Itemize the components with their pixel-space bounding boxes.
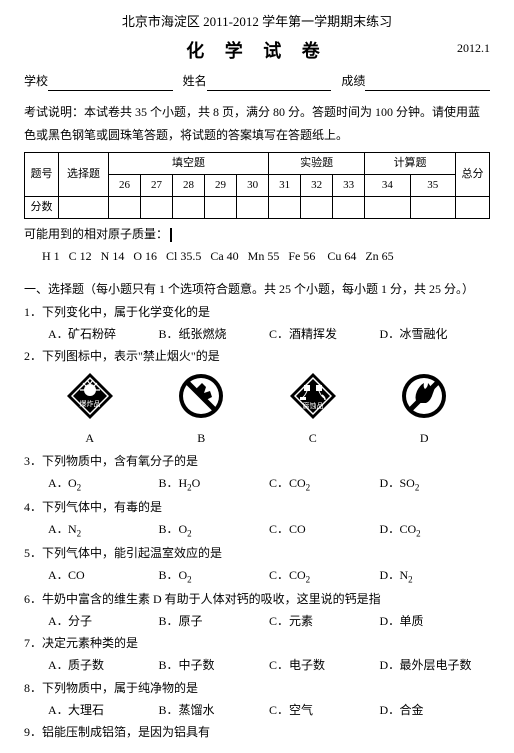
info-row: 学校 姓名 成绩 <box>24 72 490 91</box>
score-label: 成绩 <box>341 72 365 91</box>
th-fill: 填空题 <box>109 153 269 175</box>
atomic-mass-values: H 1 C 12 N 14 O 16 Cl 35.5 Ca 40 Mn 55 F… <box>24 247 490 266</box>
q2-label-a: A <box>60 429 120 448</box>
q6-d: 单质 <box>400 612 424 631</box>
q1-a: 矿石粉碎 <box>68 325 116 344</box>
q8-c: 空气 <box>289 701 313 720</box>
q3-options: A．O2 B．H2O C．CO2 D．SO2 <box>24 474 490 495</box>
q4-b: O2 <box>179 520 192 541</box>
score-table: 题号 选择题 填空题 实验题 计算题 总分 26 27 28 29 30 31 … <box>24 152 490 219</box>
q2-icon-c: 腐蚀品 <box>283 371 343 427</box>
blank-cell <box>59 197 109 219</box>
q7-c: 电子数 <box>289 656 325 675</box>
school-blank <box>48 77 173 91</box>
q2-icon-a: 爆炸品 <box>60 371 120 427</box>
svg-text:腐蚀品: 腐蚀品 <box>302 401 323 410</box>
q5-a: CO <box>68 566 85 587</box>
q8-d: 合金 <box>400 701 424 720</box>
th-exp: 实验题 <box>269 153 365 175</box>
q3-c: CO2 <box>289 474 310 495</box>
q6-b: 原子 <box>179 612 203 631</box>
q2-labels: A B C D <box>24 429 490 448</box>
q2-label-b: B <box>171 429 231 448</box>
th-total: 总分 <box>456 153 490 197</box>
q9-stem: 9．铝能压制成铝箔，是因为铝具有 <box>24 723 490 742</box>
num-29: 29 <box>205 175 237 197</box>
th-tihao: 题号 <box>25 153 59 197</box>
q1-options: A．矿石粉碎 B．纸张燃烧 C．酒精挥发 D．冰雪融化 <box>24 325 490 344</box>
q4-stem: 4．下列气体中，有毒的是 <box>24 498 490 517</box>
q4-d: CO2 <box>400 520 421 541</box>
q2-label-c: C <box>283 429 343 448</box>
q6-stem: 6．牛奶中富含的维生素 D 有助于人体对钙的吸收，这里说的钙是指 <box>24 590 490 609</box>
num-34: 34 <box>365 175 410 197</box>
q5-d: N2 <box>400 566 413 587</box>
q2-icon-d <box>394 371 454 427</box>
q3-d: SO2 <box>400 474 420 495</box>
school-label: 学校 <box>24 72 48 91</box>
score-blank <box>365 77 490 91</box>
th-select: 选择题 <box>59 153 109 197</box>
q2-icon-b <box>171 371 231 427</box>
exam-date: 2012.1 <box>457 39 490 58</box>
q7-d: 最外层电子数 <box>400 656 472 675</box>
text-cursor <box>170 228 172 242</box>
num-28: 28 <box>173 175 205 197</box>
num-30: 30 <box>237 175 269 197</box>
num-35: 35 <box>410 175 456 197</box>
q4-c: CO <box>289 520 306 541</box>
section-1-heading: 一、选择题（每小题只有 1 个选项符合题意。共 25 个小题，每小题 1 分，共… <box>24 280 490 299</box>
q5-c: CO2 <box>289 566 310 587</box>
q2-stem: 2．下列图标中，表示"禁止烟火"的是 <box>24 347 490 366</box>
q6-a: 分子 <box>68 612 92 631</box>
num-32: 32 <box>301 175 333 197</box>
atomic-mass-label: 可能用到的相对原子质量： <box>24 225 490 244</box>
header-subtitle: 北京市海淀区 2011-2012 学年第一学期期末练习 <box>24 12 490 33</box>
q5-b: O2 <box>179 566 192 587</box>
q8-stem: 8．下列物质中，属于纯净物的是 <box>24 679 490 698</box>
q7-stem: 7．决定元素种类的是 <box>24 634 490 653</box>
q7-a: 质子数 <box>68 656 104 675</box>
q1-stem: 1．下列变化中，属于化学变化的是 <box>24 303 490 322</box>
q4-a: N2 <box>68 520 81 541</box>
header-title: 化 学 试 卷 2012.1 <box>24 37 490 66</box>
instructions: 考试说明：本试卷共 35 个小题，共 8 页，满分 80 分。答题时间为 100… <box>24 101 490 147</box>
q5-stem: 5．下列气体中，能引起温室效应的是 <box>24 544 490 563</box>
q3-a: O2 <box>68 474 81 495</box>
q2-label-d: D <box>394 429 454 448</box>
q6-c: 元素 <box>289 612 313 631</box>
num-26: 26 <box>109 175 141 197</box>
num-27: 27 <box>141 175 173 197</box>
q3-stem: 3．下列物质中，含有氧分子的是 <box>24 452 490 471</box>
q5-options: A．CO B．O2 C．CO2 D．N2 <box>24 566 490 587</box>
num-31: 31 <box>269 175 301 197</box>
title-text: 化 学 试 卷 <box>186 41 328 61</box>
q1-b: 纸张燃烧 <box>179 325 227 344</box>
q7-options: A．质子数 B．中子数 C．电子数 D．最外层电子数 <box>24 656 490 675</box>
svg-text:爆炸品: 爆炸品 <box>79 399 100 408</box>
num-33: 33 <box>333 175 365 197</box>
q8-b: 蒸馏水 <box>179 701 215 720</box>
q7-b: 中子数 <box>179 656 215 675</box>
q3-b: H2O <box>179 474 201 495</box>
th-calc: 计算题 <box>365 153 456 175</box>
q1-d: 冰雪融化 <box>400 325 448 344</box>
q1-c: 酒精挥发 <box>289 325 337 344</box>
name-blank <box>207 77 332 91</box>
q6-options: A．分子 B．原子 C．元素 D．单质 <box>24 612 490 631</box>
q4-options: A．N2 B．O2 C．CO D．CO2 <box>24 520 490 541</box>
q2-icons: 爆炸品 腐蚀品 <box>24 371 490 427</box>
q8-options: A．大理石 B．蒸馏水 C．空气 D．合金 <box>24 701 490 720</box>
q8-a: 大理石 <box>68 701 104 720</box>
th-fenshu: 分数 <box>25 197 59 219</box>
name-label: 姓名 <box>183 72 207 91</box>
